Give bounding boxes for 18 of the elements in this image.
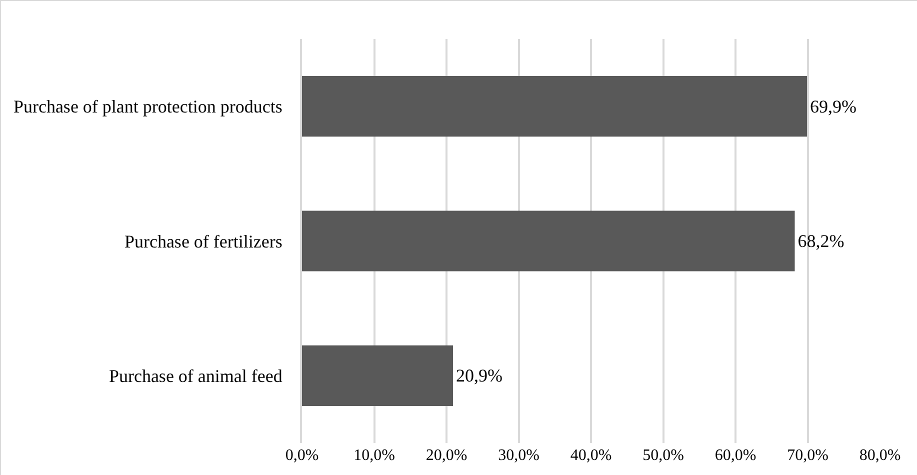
- bar: [302, 76, 808, 137]
- bar: [302, 345, 453, 406]
- y-tick-label: Purchase of fertilizers: [124, 231, 282, 252]
- x-tick-label: 40,0%: [570, 447, 612, 464]
- x-tick-label: 80,0%: [859, 447, 901, 464]
- data-label: 69,9%: [810, 96, 857, 116]
- x-tick-label: 20,0%: [426, 447, 468, 464]
- data-label: 20,9%: [456, 366, 502, 386]
- y-tick-label: Purchase of plant protection products: [13, 96, 282, 117]
- x-tick-label: 10,0%: [354, 447, 395, 464]
- x-tick-label: 60,0%: [714, 447, 756, 464]
- x-tick-label: 0,0%: [285, 447, 319, 464]
- bar: [302, 210, 795, 272]
- data-label: 68,2%: [798, 231, 844, 251]
- x-tick-label: 30,0%: [498, 447, 540, 464]
- x-tick-label: 70,0%: [787, 447, 828, 464]
- x-tick-label: 50,0%: [642, 447, 684, 464]
- y-tick-label: Purchase of animal feed: [108, 366, 282, 386]
